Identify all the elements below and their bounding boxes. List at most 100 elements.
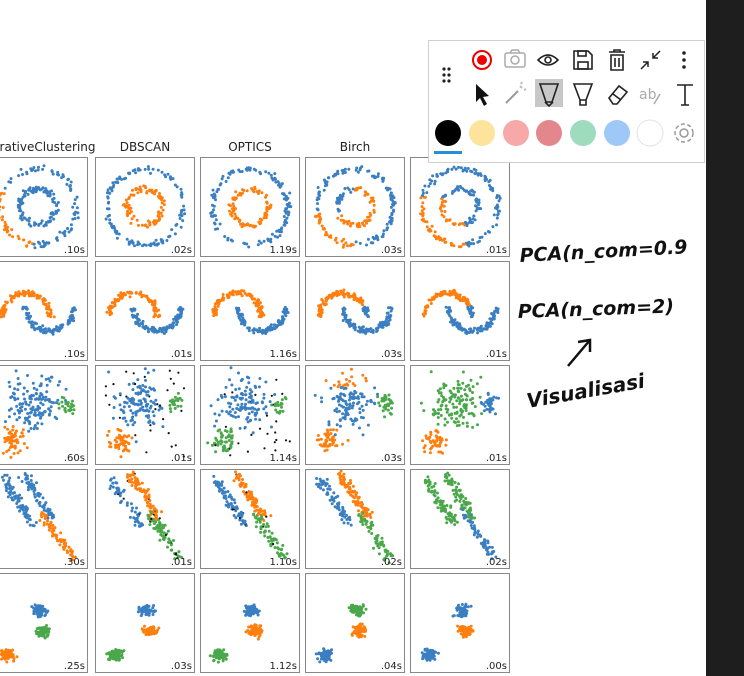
- sample-point: [258, 326, 262, 330]
- sample-point: [122, 411, 126, 415]
- sample-point: [150, 325, 154, 329]
- sample-point: [111, 301, 115, 305]
- sample-point: [392, 208, 396, 212]
- sample-point: [44, 188, 48, 192]
- sample-point: [51, 197, 55, 201]
- sample-point: [143, 367, 147, 371]
- sample-point: [467, 502, 471, 505]
- sample-point: [484, 400, 488, 404]
- sample-point: [337, 399, 341, 403]
- sample-point: [243, 291, 247, 295]
- sample-point: [136, 514, 140, 518]
- sample-point: [43, 627, 47, 631]
- sample-point: [488, 397, 492, 401]
- sample-point: [376, 326, 380, 330]
- sample-point: [337, 501, 341, 505]
- sample-point: [29, 397, 33, 401]
- sample-point: [419, 401, 423, 405]
- sample-point: [134, 410, 138, 414]
- sample-point: [128, 207, 132, 211]
- sample-point: [429, 430, 433, 434]
- sample-point: [149, 511, 153, 514]
- sample-point: [389, 198, 393, 201]
- sample-point: [345, 518, 349, 521]
- sample-point: [162, 531, 166, 535]
- sample-point: [51, 513, 55, 517]
- sample-point: [137, 223, 140, 227]
- sample-point: [2, 228, 6, 232]
- sample-point: [454, 488, 458, 492]
- sample-point: [108, 304, 112, 308]
- sample-point: [281, 315, 284, 319]
- sample-point: [452, 405, 456, 409]
- sample-point: [24, 189, 27, 193]
- sample-point: [116, 486, 120, 490]
- sample-point: [148, 386, 152, 390]
- sample-point: [231, 407, 235, 411]
- sample-point: [243, 389, 247, 393]
- sample-point: [41, 505, 45, 509]
- sample-point: [28, 422, 32, 426]
- sample-point: [461, 398, 465, 402]
- sample-point: [423, 444, 427, 448]
- sample-point: [278, 554, 282, 558]
- sample-point: [31, 323, 35, 327]
- sample-point: [110, 186, 114, 190]
- sample-point: [439, 408, 443, 411]
- sample-point: [471, 385, 475, 389]
- sample-point: [136, 243, 139, 247]
- sample-point: [245, 495, 249, 499]
- sample-point: [274, 449, 277, 452]
- sample-point: [445, 504, 449, 507]
- sample-point: [132, 398, 136, 402]
- sample-point: [27, 419, 30, 423]
- sample-point: [109, 445, 113, 449]
- sample-point: [471, 397, 475, 400]
- sample-point: [44, 613, 47, 617]
- sample-point: [161, 523, 165, 527]
- sample-point: [343, 415, 347, 419]
- sample-point: [34, 413, 38, 417]
- sample-point: [25, 316, 29, 320]
- sample-point: [346, 186, 350, 190]
- sample-point: [214, 436, 218, 440]
- sample-point: [141, 408, 145, 412]
- sample-point: [64, 541, 68, 545]
- sample-point: [131, 470, 135, 474]
- sample-point: [458, 494, 461, 498]
- sample-point: [158, 517, 161, 520]
- sample-point: [179, 187, 183, 191]
- sample-point: [147, 167, 151, 171]
- sample-point: [132, 214, 136, 218]
- sample-point: [437, 398, 441, 402]
- sample-point: [264, 411, 268, 415]
- sample-point: [2, 478, 5, 482]
- sample-point: [11, 445, 15, 449]
- sample-point: [165, 239, 169, 242]
- sample-point: [420, 194, 424, 198]
- sample-point: [162, 331, 166, 335]
- sample-point: [313, 215, 317, 218]
- sample-point: [370, 532, 374, 535]
- sample-point: [31, 524, 35, 527]
- sample-point: [471, 217, 475, 221]
- sample-point: [217, 489, 221, 493]
- sample-point: [435, 439, 438, 443]
- sample-point: [45, 383, 49, 387]
- sample-point: [5, 655, 8, 659]
- sample-point: [337, 472, 341, 476]
- sample-point: [113, 655, 116, 659]
- sample-point: [23, 293, 27, 297]
- sample-point: [255, 328, 259, 332]
- sample-point: [153, 609, 157, 613]
- sample-point: [139, 402, 143, 406]
- sample-point: [475, 535, 479, 539]
- sample-point: [458, 489, 462, 493]
- sample-point: [238, 408, 242, 412]
- sample-point: [439, 391, 443, 395]
- sample-point: [463, 220, 467, 224]
- sample-point: [144, 498, 148, 502]
- sample-point: [469, 515, 473, 519]
- sample-point: [267, 529, 271, 533]
- sample-point: [24, 477, 28, 481]
